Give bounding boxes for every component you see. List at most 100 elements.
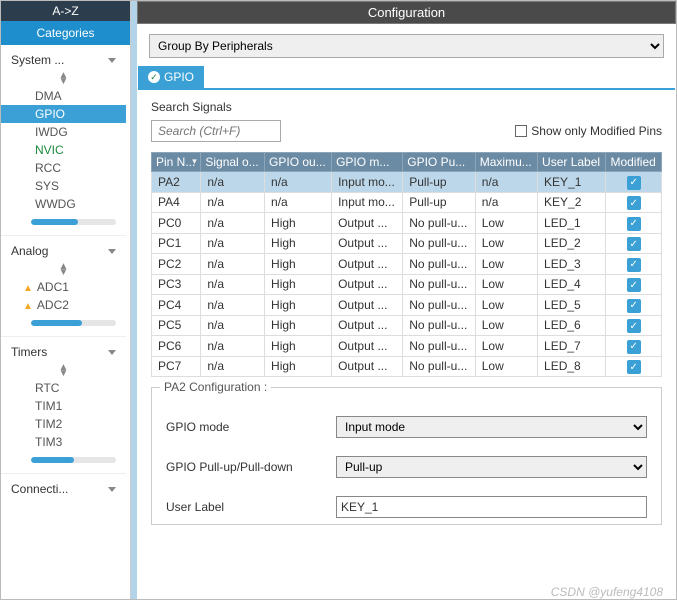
check-icon: ✓ (627, 319, 641, 333)
config-select[interactable]: Input mode (336, 416, 647, 438)
table-row[interactable]: PA4n/an/aInput mo...Pull-upn/aKEY_2✓ (152, 192, 662, 213)
table-cell: PA2 (152, 172, 201, 193)
table-row[interactable]: PC6n/aHighOutput ...No pull-u...LowLED_7… (152, 336, 662, 357)
table-cell: Output ... (332, 233, 403, 254)
table-cell: High (265, 356, 332, 377)
sort-az-button[interactable]: A->Z (1, 1, 130, 21)
group-title: Timers (11, 345, 47, 359)
table-cell: KEY_1 (538, 172, 606, 193)
sidebar-item-iwdg[interactable]: IWDG (1, 123, 126, 141)
table-cell: No pull-u... (403, 274, 476, 295)
tab-gpio[interactable]: ✓ GPIO (138, 66, 204, 88)
table-cell: n/a (201, 336, 265, 357)
table-cell: High (265, 254, 332, 275)
sidebar-group-header[interactable]: Timers (1, 336, 126, 363)
group-by-select[interactable]: Group By Peripherals (149, 34, 664, 58)
table-cell: High (265, 213, 332, 234)
table-cell: n/a (201, 315, 265, 336)
table-row[interactable]: PC4n/aHighOutput ...No pull-u...LowLED_5… (152, 295, 662, 316)
tab-label: GPIO (164, 70, 194, 84)
sidebar-item-dma[interactable]: DMA (1, 87, 126, 105)
table-cell: Pull-up (403, 192, 476, 213)
modified-cell[interactable]: ✓ (606, 172, 662, 193)
check-icon: ✓ (627, 217, 641, 231)
column-header[interactable]: GPIO m... (332, 153, 403, 172)
table-cell: High (265, 315, 332, 336)
config-select[interactable]: Pull-up (336, 456, 647, 478)
column-header[interactable]: Pin N...▼ (152, 153, 201, 172)
table-cell: n/a (265, 172, 332, 193)
modified-cell[interactable]: ✓ (606, 336, 662, 357)
table-cell: PC6 (152, 336, 201, 357)
table-cell: Output ... (332, 295, 403, 316)
table-cell: PC1 (152, 233, 201, 254)
modified-cell[interactable]: ✓ (606, 295, 662, 316)
config-row: User LabelKEY_1 (166, 496, 647, 518)
check-icon: ✓ (627, 299, 641, 313)
table-cell: Low (475, 274, 537, 295)
table-row[interactable]: PC0n/aHighOutput ...No pull-u...LowLED_1… (152, 213, 662, 234)
sidebar-group-header[interactable]: Analog (1, 235, 126, 262)
categories-tab[interactable]: Categories (1, 21, 130, 45)
config-text-input[interactable]: KEY_1 (336, 496, 647, 518)
table-cell: n/a (201, 254, 265, 275)
sidebar-item-tim3[interactable]: TIM3 (1, 433, 126, 451)
modified-cell[interactable]: ✓ (606, 213, 662, 234)
column-header[interactable]: Modified (606, 153, 662, 172)
group-title: Connecti... (11, 482, 68, 496)
table-cell: LED_4 (538, 274, 606, 295)
show-only-modified-checkbox[interactable]: Show only Modified Pins (515, 124, 662, 138)
table-row[interactable]: PC1n/aHighOutput ...No pull-u...LowLED_2… (152, 233, 662, 254)
config-row: GPIO modeInput mode (166, 416, 647, 438)
sort-arrows-icon[interactable]: ▲▼ (1, 71, 126, 87)
sidebar-item-adc1[interactable]: ADC1 (1, 278, 126, 296)
table-cell: n/a (201, 295, 265, 316)
table-row[interactable]: PA2n/an/aInput mo...Pull-upn/aKEY_1✓ (152, 172, 662, 193)
check-icon: ✓ (148, 71, 160, 83)
modified-cell[interactable]: ✓ (606, 192, 662, 213)
usage-bar (31, 457, 116, 463)
column-header[interactable]: GPIO ou... (265, 153, 332, 172)
modified-cell[interactable]: ✓ (606, 315, 662, 336)
sidebar-item-tim2[interactable]: TIM2 (1, 415, 126, 433)
check-icon: ✓ (627, 176, 641, 190)
sidebar-item-rtc[interactable]: RTC (1, 379, 126, 397)
modified-cell[interactable]: ✓ (606, 233, 662, 254)
table-row[interactable]: PC2n/aHighOutput ...No pull-u...LowLED_3… (152, 254, 662, 275)
sidebar-item-wwdg[interactable]: WWDG (1, 195, 126, 213)
sidebar-group-header[interactable]: Connecti... (1, 473, 126, 500)
sort-arrows-icon[interactable]: ▲▼ (1, 262, 126, 278)
sort-arrows-icon[interactable]: ▲▼ (1, 363, 126, 379)
column-header[interactable]: Maximu... (475, 153, 537, 172)
table-cell: PA4 (152, 192, 201, 213)
table-cell: High (265, 233, 332, 254)
table-row[interactable]: PC3n/aHighOutput ...No pull-u...LowLED_4… (152, 274, 662, 295)
sidebar: A->Z Categories System ...▲▼DMAGPIOIWDGN… (1, 1, 131, 599)
usage-bar (31, 219, 116, 225)
table-row[interactable]: PC7n/aHighOutput ...No pull-u...LowLED_8… (152, 356, 662, 377)
column-header[interactable]: GPIO Pu... (403, 153, 476, 172)
table-cell: No pull-u... (403, 233, 476, 254)
column-header[interactable]: User Label (538, 153, 606, 172)
sidebar-item-adc2[interactable]: ADC2 (1, 296, 126, 314)
sidebar-group-header[interactable]: System ... (1, 45, 126, 71)
chevron-down-icon (108, 487, 116, 492)
table-cell: High (265, 336, 332, 357)
modified-cell[interactable]: ✓ (606, 274, 662, 295)
table-cell: Input mo... (332, 192, 403, 213)
search-input[interactable] (151, 120, 281, 142)
modified-cell[interactable]: ✓ (606, 254, 662, 275)
sidebar-item-tim1[interactable]: TIM1 (1, 397, 126, 415)
table-row[interactable]: PC5n/aHighOutput ...No pull-u...LowLED_6… (152, 315, 662, 336)
sidebar-item-sys[interactable]: SYS (1, 177, 126, 195)
table-cell: No pull-u... (403, 295, 476, 316)
table-cell: Low (475, 356, 537, 377)
sidebar-item-gpio[interactable]: GPIO (1, 105, 126, 123)
sidebar-item-nvic[interactable]: NVIC (1, 141, 126, 159)
modified-cell[interactable]: ✓ (606, 356, 662, 377)
sidebar-item-rcc[interactable]: RCC (1, 159, 126, 177)
table-cell: n/a (201, 213, 265, 234)
table-cell: No pull-u... (403, 356, 476, 377)
table-cell: LED_2 (538, 233, 606, 254)
column-header[interactable]: Signal o... (201, 153, 265, 172)
